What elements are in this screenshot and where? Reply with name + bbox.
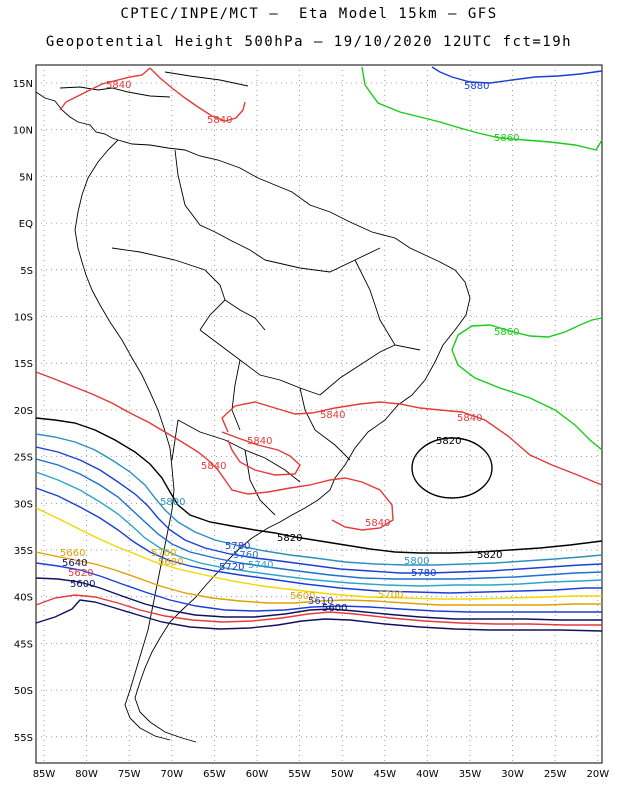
continent-outline — [35, 71, 471, 743]
lon-tick-label: 40W — [416, 769, 439, 780]
lon-tick-label: 50W — [331, 769, 354, 780]
contour-5720 — [35, 487, 602, 594]
contour-labels: 5880 5860 5860 5840 5840 5840 5840 5840 … — [60, 80, 519, 614]
contour-5800 — [35, 433, 603, 566]
contour-5760 — [35, 458, 603, 580]
contour-5840-ring — [221, 401, 603, 486]
lat-tick-label: 10N — [13, 126, 33, 137]
label-5600-a: 5600 — [70, 579, 95, 590]
lat-tick-label: 15S — [14, 359, 33, 370]
lon-tick-label: 70W — [160, 769, 183, 780]
lat-tick-label: 15N — [13, 79, 33, 90]
label-5800-b: 5800 — [404, 556, 429, 567]
label-5840-e: 5840 — [247, 436, 272, 447]
contour-5780 — [35, 446, 603, 574]
lat-tick-label: 5N — [19, 172, 33, 183]
label-5700-a: 5700 — [151, 548, 176, 559]
label-5600-b: 5600 — [290, 591, 315, 602]
lon-tick-label: 45W — [373, 769, 396, 780]
lat-tick-label: 10S — [14, 313, 33, 324]
label-5660: 5660 — [60, 548, 85, 559]
label-5840-a: 5840 — [106, 80, 131, 91]
lat-tick-label: 45S — [14, 639, 33, 650]
label-5610: 5610 — [308, 596, 333, 607]
label-5840-c: 5840 — [320, 410, 345, 421]
map-frame — [35, 64, 603, 764]
lon-tick-label: 25W — [544, 769, 567, 780]
lat-tick-label: 25S — [14, 453, 33, 464]
contour-5700 — [35, 507, 602, 600]
label-5820-c: 5820 — [477, 550, 502, 561]
label-5840-d: 5840 — [457, 413, 482, 424]
lon-tick-label: 35W — [459, 769, 482, 780]
label-5840-f: 5840 — [201, 461, 226, 472]
lat-tick-label: 40S — [14, 593, 33, 604]
contour-5880 — [431, 66, 603, 84]
lat-tick-label: EQ — [19, 219, 33, 230]
label-5880: 5880 — [464, 81, 489, 92]
label-5600-c: 5600 — [322, 603, 347, 614]
contour-5860-lower — [451, 317, 603, 451]
contour-5840-inner — [221, 431, 301, 476]
label-5640: 5640 — [62, 558, 87, 569]
label-5680-a: 5680 — [158, 557, 183, 568]
lon-tick-label: 20W — [586, 769, 609, 780]
label-5740: 5740 — [248, 560, 273, 571]
lon-tick-label: 85W — [33, 769, 56, 780]
lon-tick-label: 75W — [118, 769, 141, 780]
contour-5600 — [35, 599, 603, 632]
lon-tick-label: 30W — [501, 769, 524, 780]
contour-5840-lower — [35, 371, 394, 531]
lat-tick-label: 30S — [14, 499, 33, 510]
label-5620: 5620 — [68, 568, 93, 579]
label-5820-a: 5820 — [436, 436, 461, 447]
contour-5740 — [35, 471, 603, 587]
contour-5660 — [35, 562, 602, 613]
label-5780-a: 5780 — [225, 541, 250, 552]
lat-tick-label: 55S — [14, 733, 33, 744]
contour-5620 — [35, 594, 602, 626]
contours — [35, 66, 603, 632]
label-5840-b: 5840 — [207, 115, 232, 126]
axis-tick-labels: 15N 10N 5N EQ 5S 10S 15S 20S 25S 30S 35S 40S 45S 50S 5… — [13, 79, 609, 780]
lat-tick-label: 35S — [14, 546, 33, 557]
contour-5840-upper — [59, 67, 246, 122]
label-5700-b: 5700 — [378, 590, 403, 601]
map-title-line-1: CPTEC/INPE/MCT – Eta Model 15km – GFS — [120, 6, 498, 22]
lon-tick-label: 65W — [203, 769, 226, 780]
lat-tick-label: 50S — [14, 686, 33, 697]
label-5720: 5720 — [219, 562, 244, 573]
contour-5860-upper — [361, 66, 603, 151]
label-5860-upper: 5860 — [494, 133, 519, 144]
contour-5680 — [35, 551, 602, 606]
label-5820-b: 5820 — [277, 533, 302, 544]
label-5800-a: 5800 — [160, 497, 185, 508]
label-5860-lower: 5860 — [494, 327, 519, 338]
lon-tick-label: 55W — [288, 769, 311, 780]
map-title-line-2: Geopotential Height 500hPa – 19/10/2020 … — [45, 34, 573, 50]
lon-tick-label: 60W — [246, 769, 269, 780]
lat-tick-label: 5S — [20, 266, 33, 277]
contour-5820-main — [35, 417, 603, 554]
lon-tick-label: 80W — [75, 769, 98, 780]
contour-5820-closed — [411, 437, 493, 499]
label-5780-b: 5780 — [411, 568, 436, 579]
label-5840-g: 5840 — [365, 518, 390, 529]
contour-5640 — [35, 577, 602, 621]
label-5760: 5760 — [233, 550, 258, 561]
lat-tick-label: 20S — [14, 406, 33, 417]
